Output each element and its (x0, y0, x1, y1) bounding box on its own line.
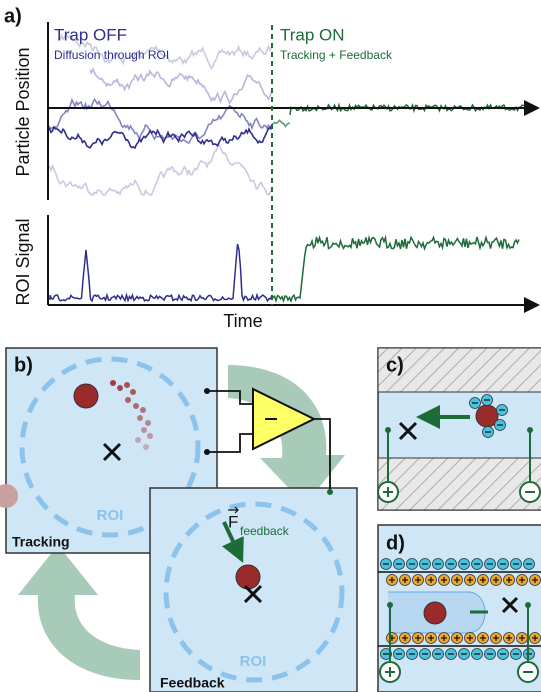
roi (163, 501, 345, 683)
traces (47, 33, 526, 304)
trace (89, 66, 273, 105)
trap-on: Trap ON (280, 25, 345, 44)
ions (469, 394, 508, 438)
center-mark (398, 421, 418, 441)
cycle-arrow (228, 365, 345, 505)
trail-dot (133, 403, 139, 409)
center-mark (243, 584, 263, 604)
trap-on-note: Tracking + Feedback (280, 48, 393, 62)
roi-label: ROI (240, 653, 267, 670)
trace (271, 119, 291, 128)
trap-off-note: Diffusion through ROI (54, 48, 169, 62)
y-label: Particle Position (13, 47, 33, 176)
trail-dot (110, 380, 116, 386)
amplifier (252, 387, 317, 451)
node (204, 388, 210, 394)
trace (47, 125, 273, 150)
trail-dot (130, 389, 136, 395)
node (327, 489, 333, 495)
lead-node (387, 602, 393, 608)
trail-dot (143, 444, 149, 450)
trail-dot (124, 382, 130, 388)
trail-dot (137, 415, 143, 421)
force-label: F (228, 512, 238, 531)
wires (207, 390, 331, 492)
panel-label: c) (386, 354, 404, 376)
trail-dot (140, 407, 146, 413)
force-arrow (222, 521, 244, 563)
roi-label: ROI (97, 507, 124, 524)
panel-b: b) ROI Tracking F feedback ROI Feedback (0, 347, 358, 692)
panel-c: c) (377, 347, 541, 511)
trace (289, 102, 526, 116)
panel-d: d) (377, 524, 541, 692)
lead-node (525, 602, 531, 608)
trail (110, 380, 153, 450)
trail-dot (145, 420, 151, 426)
feedback-box (149, 487, 358, 692)
cycle-arrow (18, 545, 140, 680)
box-label: Tracking (12, 534, 70, 550)
panel-label: b) (14, 354, 33, 376)
particle-ghost (0, 484, 18, 508)
panel-label: a) (4, 5, 22, 27)
particle (423, 601, 447, 625)
center-mark (501, 596, 519, 614)
trap-off: Trap OFF (54, 25, 127, 44)
center-mark (102, 442, 122, 462)
node (204, 449, 210, 455)
trail-dot (135, 437, 141, 443)
particle (235, 564, 261, 590)
panel-a: a) Trap OFF Diffusion through ROI Trap O… (4, 5, 540, 331)
lead-node (527, 427, 533, 433)
wall (377, 457, 541, 511)
force-subscript: feedback (240, 524, 290, 538)
trace (59, 33, 273, 70)
trail-dot (147, 433, 153, 439)
trail-dot (125, 397, 131, 403)
electrodes (377, 427, 541, 683)
trail-dot (141, 427, 147, 433)
roi (19, 356, 201, 538)
x-label: Time (223, 311, 262, 331)
panel-label: d) (386, 532, 405, 554)
particle (73, 383, 99, 409)
box-label: Feedback (160, 675, 225, 691)
signal (271, 234, 520, 304)
y-label: ROI Signal (13, 218, 33, 305)
vector-mark (228, 506, 239, 514)
trace (47, 143, 273, 197)
ions (380, 558, 541, 660)
trail-dot (117, 385, 123, 391)
signal (49, 243, 273, 303)
wall (377, 347, 541, 393)
lead-node (385, 427, 391, 433)
